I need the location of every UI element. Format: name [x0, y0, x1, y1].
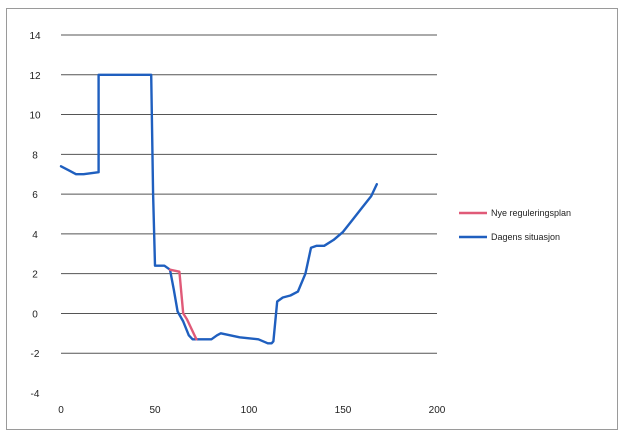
y-axis-ticks: 14 12 10 8 6 4 2 0 -2 -4	[29, 31, 41, 400]
series-lines	[59, 73, 378, 345]
x-axis-ticks: 0 50 100 150 200	[58, 405, 446, 416]
y-tick-label: 4	[32, 230, 38, 241]
series-line-dagens-situasjon	[59, 73, 378, 345]
y-tick-label: -2	[31, 349, 40, 360]
y-tick-label: 12	[29, 71, 41, 82]
x-tick-label: 0	[58, 405, 64, 416]
x-tick-label: 200	[429, 405, 446, 416]
series-line-nye-reguleringsplan	[168, 268, 198, 341]
y-tick-label: 14	[29, 31, 41, 42]
y-tick-label: 2	[32, 270, 38, 281]
y-tick-label: 6	[32, 190, 38, 201]
x-tick-label: 50	[149, 405, 161, 416]
legend-label-dagens-situasjon: Dagens situasjon	[491, 232, 560, 242]
chart-frame: 14 12 10 8 6 4 2 0 -2 -4 0 50 100 150 200 Nye reguler…	[6, 8, 618, 430]
y-tick-label: -4	[31, 389, 40, 400]
x-tick-label: 150	[335, 405, 352, 416]
y-tick-label: 10	[29, 111, 41, 122]
y-tick-label: 8	[32, 150, 38, 161]
gridlines	[61, 34, 437, 354]
line-chart: 14 12 10 8 6 4 2 0 -2 -4 0 50 100 150 200 Nye reguler…	[29, 31, 571, 416]
x-tick-label: 100	[241, 405, 258, 416]
y-tick-label: 0	[32, 309, 38, 320]
legend: Nye reguleringsplan Dagens situasjon	[459, 208, 571, 242]
legend-label-nye-reguleringsplan: Nye reguleringsplan	[491, 208, 571, 218]
